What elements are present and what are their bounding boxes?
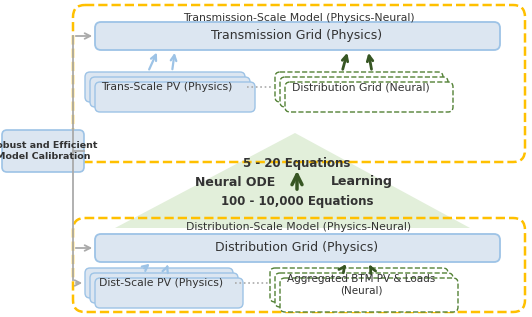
Text: Distribution-Scale Model (Physics-Neural): Distribution-Scale Model (Physics-Neural…: [186, 222, 412, 232]
FancyBboxPatch shape: [90, 77, 250, 107]
Text: Transmission Grid (Physics): Transmission Grid (Physics): [211, 29, 383, 42]
FancyBboxPatch shape: [280, 278, 458, 312]
Text: Trans-Scale PV (Physics): Trans-Scale PV (Physics): [101, 82, 232, 92]
FancyBboxPatch shape: [85, 72, 245, 102]
Text: Learning: Learning: [331, 176, 393, 189]
FancyBboxPatch shape: [95, 22, 500, 50]
FancyBboxPatch shape: [280, 77, 448, 107]
Text: Neural ODE: Neural ODE: [195, 176, 275, 189]
Text: Distribution Grid (Physics): Distribution Grid (Physics): [215, 242, 379, 255]
Text: Dist-Scale PV (Physics): Dist-Scale PV (Physics): [99, 278, 223, 288]
FancyBboxPatch shape: [90, 273, 238, 303]
FancyBboxPatch shape: [285, 82, 453, 112]
FancyBboxPatch shape: [95, 278, 243, 308]
Text: Transmission-Scale Model (Physics-Neural): Transmission-Scale Model (Physics-Neural…: [183, 13, 415, 23]
FancyBboxPatch shape: [270, 268, 448, 302]
FancyBboxPatch shape: [275, 273, 453, 307]
FancyBboxPatch shape: [95, 82, 255, 112]
Text: 100 - 10,000 Equations: 100 - 10,000 Equations: [221, 196, 373, 209]
FancyBboxPatch shape: [95, 234, 500, 262]
Text: Distribution Grid (Neural): Distribution Grid (Neural): [292, 82, 430, 92]
FancyBboxPatch shape: [275, 72, 443, 102]
Text: 5 - 20 Equations: 5 - 20 Equations: [243, 157, 351, 170]
Polygon shape: [115, 133, 470, 228]
Text: Aggregated BTM PV & Loads
(Neural): Aggregated BTM PV & Loads (Neural): [287, 274, 435, 296]
FancyBboxPatch shape: [2, 130, 84, 172]
FancyBboxPatch shape: [85, 268, 233, 298]
Text: Robust and Efficient
Model Calibration: Robust and Efficient Model Calibration: [0, 141, 97, 161]
